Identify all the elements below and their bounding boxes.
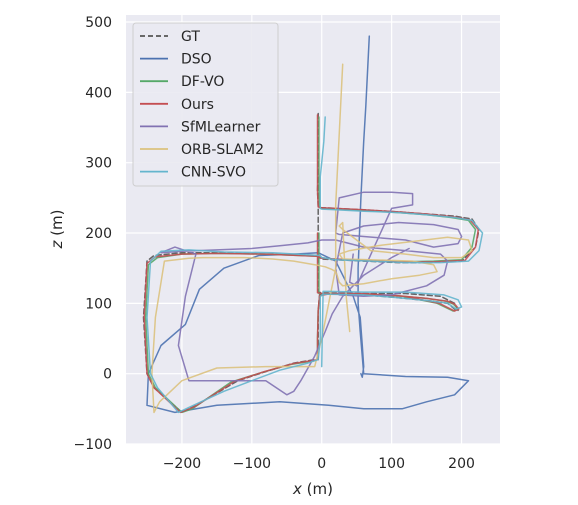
legend-label-dso: DSO bbox=[181, 52, 212, 68]
legend-label-gt: GT bbox=[181, 29, 200, 45]
legend-label-df-vo: DF-VO bbox=[181, 74, 224, 90]
x-tick-label: −100 bbox=[233, 456, 271, 472]
x-tick-label: −200 bbox=[163, 456, 201, 472]
y-tick-label: 200 bbox=[85, 226, 112, 242]
series-line-cnn-svo bbox=[146, 116, 484, 414]
y-tick-label: 300 bbox=[85, 156, 112, 172]
legend-label-orb-slam2: ORB-SLAM2 bbox=[181, 142, 264, 158]
series-lines bbox=[142, 35, 484, 414]
x-axis-label: x (m) bbox=[292, 480, 333, 498]
y-tick-label: 500 bbox=[85, 15, 112, 31]
y-tick-label: 0 bbox=[103, 367, 112, 383]
x-tick-label: 100 bbox=[378, 456, 405, 472]
legend-label-ours: Ours bbox=[181, 97, 214, 113]
x-tick-label: 200 bbox=[448, 456, 475, 472]
legend-label-cnn-svo: CNN-SVO bbox=[181, 165, 246, 181]
x-tick-label: 0 bbox=[317, 456, 326, 472]
y-tick-label: −100 bbox=[74, 437, 112, 453]
legend-box bbox=[132, 22, 279, 187]
x-axis-ticks: −200 −100 0 100 200 bbox=[163, 456, 475, 472]
y-axis-label: z (m) bbox=[48, 210, 66, 250]
y-tick-label: 400 bbox=[85, 85, 112, 101]
legend: GT DSO DF-VO Ours SfMLearner ORB-SLAM2 CNN-SVO bbox=[132, 22, 279, 187]
y-axis-ticks: −100 0 100 200 300 400 500 bbox=[74, 15, 112, 453]
legend-label-sfmlearner: SfMLearner bbox=[181, 119, 261, 135]
grid-lines bbox=[126, 15, 500, 445]
y-tick-label: 100 bbox=[85, 296, 112, 312]
